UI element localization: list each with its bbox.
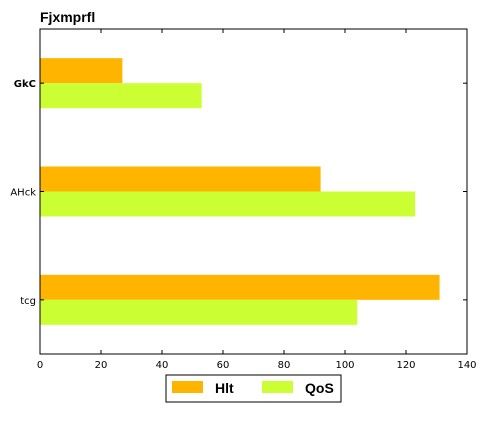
x-tick-label: 60 [217,360,230,371]
x-tick-label: 20 [95,360,108,371]
legend: Hlt QoS [165,374,342,403]
x-axis-ticks: 0 20 40 60 80 100 120 140 [37,29,477,371]
x-tick-label: 0 [37,360,43,371]
y-tick-label-gkc: GkC [14,79,36,90]
x-tick-label: 140 [457,360,476,371]
legend-swatch-hlt [172,381,203,393]
legend-swatch-qos [262,381,293,393]
y-tick-label-ahck: AHck [10,188,36,199]
legend-label-hlt: Hlt [215,380,234,396]
bar-qos-gkc [40,83,202,109]
x-tick-label: 100 [335,360,354,371]
bar-qos-tcg [40,299,358,325]
x-tick-label: 40 [156,360,169,371]
x-tick-label: 80 [278,360,291,371]
bar-hlt-gkc [40,58,123,84]
legend-label-qos: QoS [305,380,334,396]
y-tick-label-tcg: tcg [20,296,36,307]
bar-qos-ahck [40,191,416,217]
y-axis-ticks: GkC AHck tcg [10,79,467,307]
bar-hlt-tcg [40,274,440,300]
chart-title: Fjxmprfl [40,9,95,25]
x-tick-label: 120 [396,360,415,371]
bars-group [40,58,440,325]
bar-hlt-ahck [40,166,321,192]
